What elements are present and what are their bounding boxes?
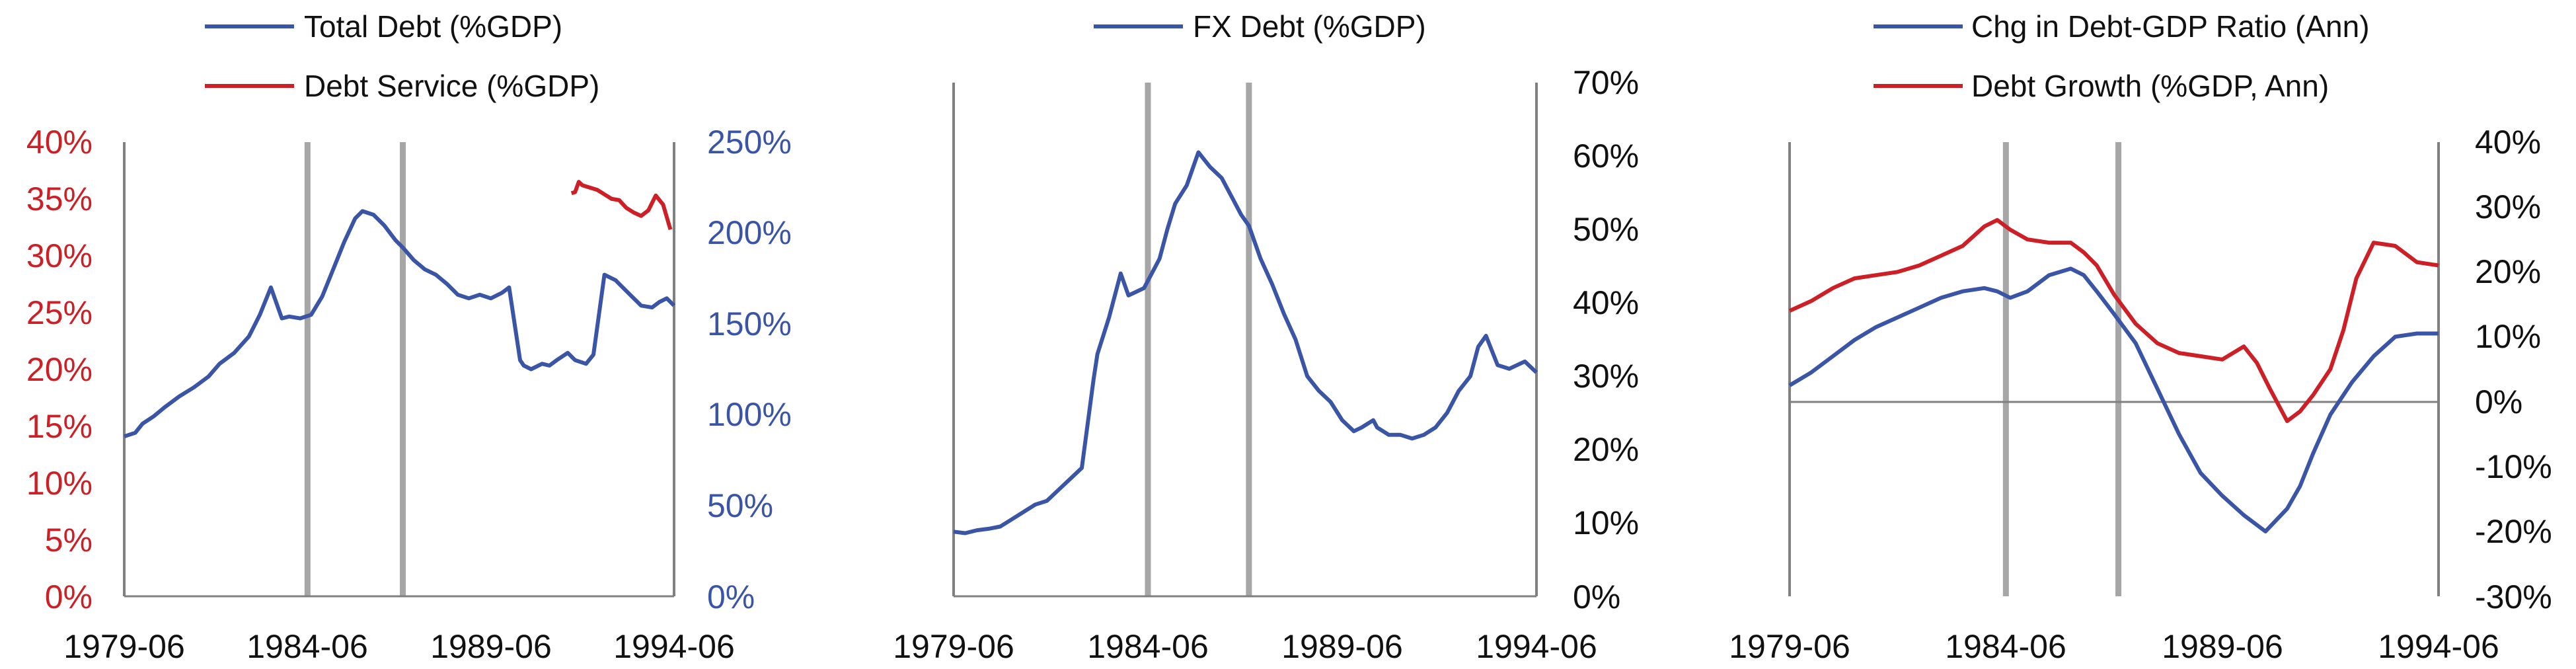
- x-tick-label: 1979-06: [63, 628, 185, 665]
- left-tick-label: 30%: [26, 237, 93, 274]
- x-tick-label: 1994-06: [613, 628, 735, 665]
- x-tick-label: 1984-06: [246, 628, 368, 665]
- chart-total-debt: Total Debt (%GDP) Debt Service (%GDP) 40…: [26, 9, 792, 665]
- left-tick-label: 25%: [26, 294, 93, 331]
- x-tick-label: 1989-06: [1281, 628, 1403, 665]
- recession-bands: [2002, 142, 2122, 596]
- right-tick-label: 0%: [2475, 383, 2522, 420]
- series-line-chg-debt-gdp: [1788, 266, 2439, 533]
- left-tick-label: 40%: [26, 124, 93, 161]
- series-line-debt-service: [570, 180, 673, 231]
- recession-bands: [304, 142, 406, 596]
- right-tick-label: -30%: [2475, 578, 2552, 615]
- right-tick-label: 10%: [2475, 318, 2541, 355]
- right-tick-label: 200%: [707, 214, 792, 251]
- right-tick-label: 70%: [1573, 64, 1639, 101]
- x-tick-label: 1989-06: [2162, 628, 2283, 665]
- series-line-total-debt: [124, 209, 676, 439]
- x-tick-label: 1994-06: [1476, 628, 1597, 665]
- right-tick-label: 40%: [1573, 284, 1639, 321]
- x-tick-label: 1994-06: [2378, 628, 2499, 665]
- series-line-fx-debt: [953, 150, 1538, 535]
- right-tick-label: -20%: [2475, 513, 2552, 550]
- right-tick-label: 30%: [2475, 188, 2541, 225]
- legend-label-fx-debt: FX Debt (%GDP): [1193, 9, 1426, 44]
- x-tick-label: 1984-06: [1087, 628, 1209, 665]
- left-tick-label: 15%: [26, 408, 93, 445]
- right-tick-label: 250%: [707, 124, 792, 161]
- right-tick-label: 100%: [707, 396, 792, 433]
- left-tick-label: 0%: [45, 578, 93, 615]
- x-tick-label: 1989-06: [430, 628, 552, 665]
- legend-label-total-debt: Total Debt (%GDP): [304, 9, 562, 44]
- right-tick-label: 40%: [2475, 124, 2541, 161]
- x-tick-label: 1984-06: [1945, 628, 2066, 665]
- right-tick-label: 150%: [707, 305, 792, 342]
- chart-fx-debt: FX Debt (%GDP) 70% 60% 50% 40% 30% 20% 1…: [893, 9, 1639, 665]
- left-tick-label: 10%: [26, 465, 93, 502]
- series-line-debt-growth: [1788, 217, 2439, 423]
- right-tick-label: 20%: [2475, 253, 2541, 290]
- right-tick-label: 0%: [1573, 578, 1620, 615]
- right-tick-label: 30%: [1573, 358, 1639, 395]
- right-tick-label: -10%: [2475, 448, 2552, 485]
- right-tick-label: 60%: [1573, 138, 1639, 175]
- legend-label-debt-service: Debt Service (%GDP): [304, 69, 599, 103]
- right-tick-label: 0%: [707, 578, 755, 615]
- chart-debt-ratio-change: Chg in Debt-GDP Ratio (Ann) Debt Growth …: [1729, 9, 2552, 665]
- left-tick-label: 5%: [45, 522, 93, 559]
- legend-label-debt-growth: Debt Growth (%GDP, Ann): [1971, 69, 2329, 103]
- right-tick-label: 50%: [1573, 211, 1639, 248]
- x-tick-label: 1979-06: [1729, 628, 1850, 665]
- right-tick-label: 20%: [1573, 431, 1639, 468]
- left-tick-label: 35%: [26, 180, 93, 217]
- legend-label-chg-debt-gdp: Chg in Debt-GDP Ratio (Ann): [1971, 9, 2370, 44]
- right-tick-label: 50%: [707, 487, 773, 524]
- recession-bands: [1145, 83, 1252, 596]
- left-tick-label: 20%: [26, 351, 93, 388]
- right-tick-label: 10%: [1573, 504, 1639, 541]
- x-tick-label: 1979-06: [893, 628, 1014, 665]
